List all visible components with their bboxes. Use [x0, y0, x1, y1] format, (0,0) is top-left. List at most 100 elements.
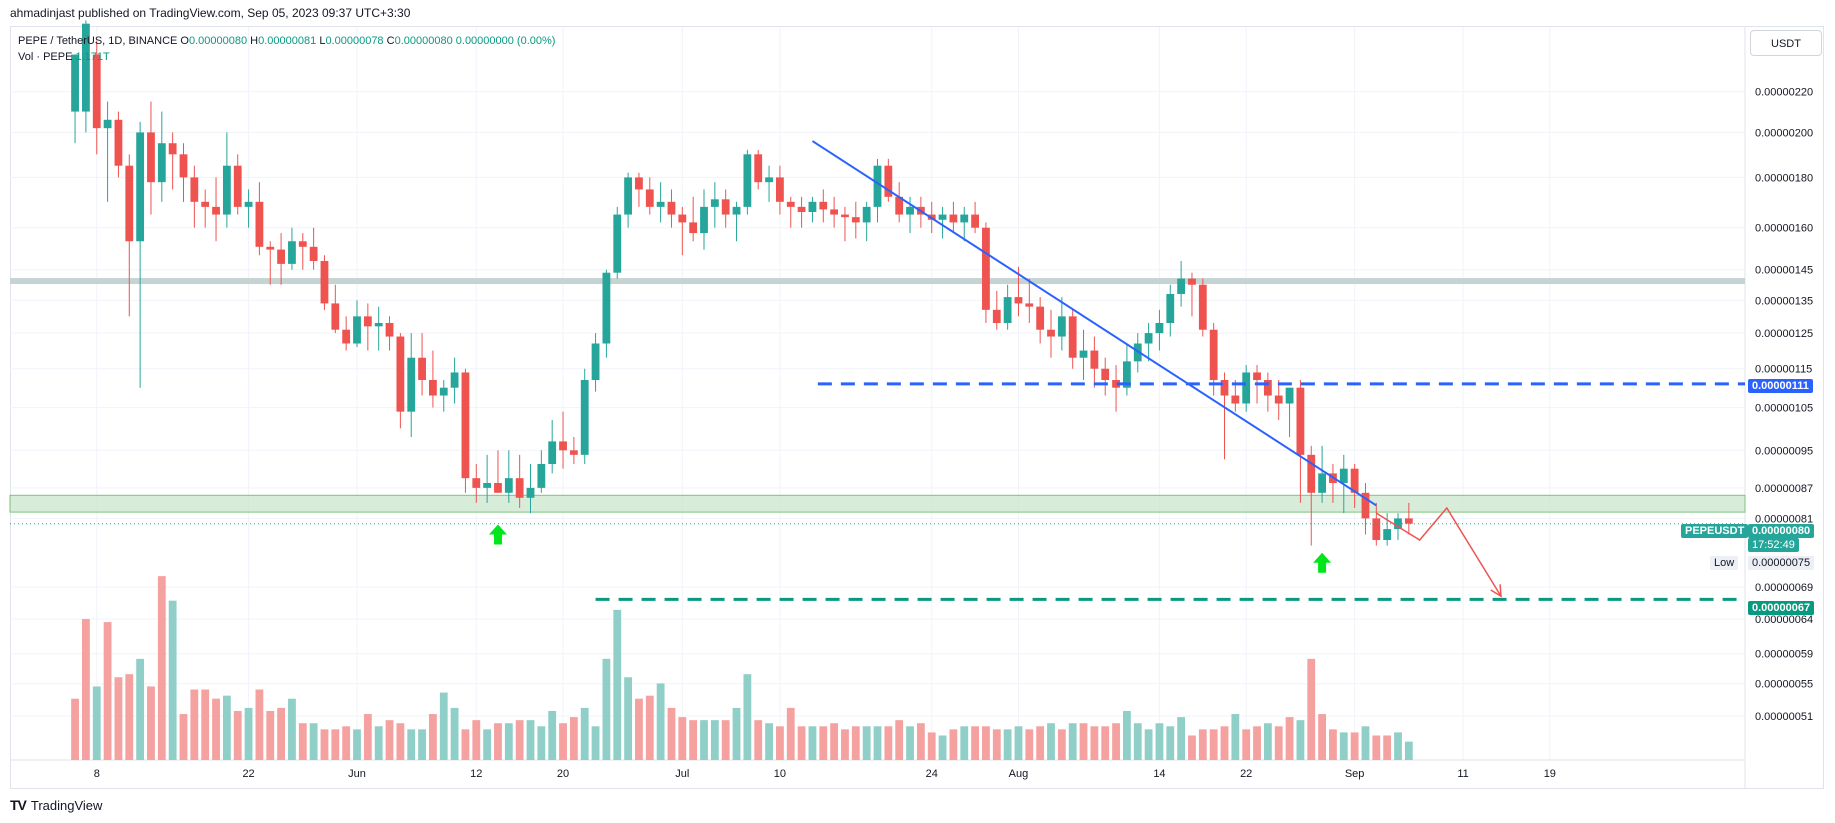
candle-body [721, 199, 730, 215]
volume-bar [504, 723, 513, 760]
candle-body [201, 201, 210, 207]
candle-body [982, 227, 990, 310]
volume-bar [179, 714, 188, 760]
volume-bar [71, 698, 79, 760]
volume-bar [1014, 726, 1023, 760]
publisher-header: ahmadinjast published on TradingView.com… [10, 6, 411, 20]
time-axis[interactable]: 8 22 Jun 12 20 Jul 10 24 Aug 14 22 Sep 11 19 [94, 768, 1556, 780]
volume-bar [298, 723, 307, 760]
countdown-badge: 17:52:49 [1748, 538, 1799, 552]
candle-body [71, 54, 79, 112]
volume-bar [1231, 714, 1240, 760]
volume-bar [526, 720, 535, 760]
volume-label: Vol · PEPE [18, 51, 73, 63]
candle-body [494, 482, 502, 493]
candle-body [526, 487, 535, 498]
up-arrow-icon [1313, 552, 1332, 573]
volume-bar [786, 707, 795, 760]
low-label: L [319, 35, 326, 47]
price-tick-label: 0.00000069 [1755, 582, 1813, 594]
time-tick-label: Jun [348, 768, 366, 780]
candle-body [1404, 518, 1413, 524]
volume-bar [700, 720, 708, 760]
volume-bar [309, 723, 318, 760]
time-tick-label: 19 [1544, 768, 1556, 780]
candle-body [1144, 333, 1153, 344]
symbol-title: PEPE / TetherUS, 1D, BINANCE [18, 35, 178, 47]
candle-body [569, 450, 578, 455]
candle-body [374, 322, 383, 327]
volume-bar [1209, 729, 1218, 760]
candle-body [580, 380, 589, 455]
volume-bar [1198, 729, 1207, 760]
time-tick-label: Sep [1345, 768, 1365, 780]
candle-body [1177, 278, 1186, 294]
volume-bar [895, 720, 904, 760]
open-label: O [180, 35, 189, 47]
candle-body [591, 343, 600, 381]
candle-body [645, 189, 654, 207]
candle-body [548, 441, 557, 465]
price-tick-label: 0.00000180 [1755, 172, 1813, 184]
price-axis[interactable]: 0.00000220 0.00000200 0.00000180 0.00000160… [1755, 87, 1813, 723]
candle-body [1361, 492, 1370, 519]
volume-bar [1068, 723, 1077, 760]
candle-body [830, 209, 839, 215]
volume-bar [92, 686, 101, 760]
currency-button[interactable]: USDT [1750, 30, 1822, 56]
price-tick-label: 0.00000145 [1755, 265, 1813, 277]
volume-bar [916, 723, 925, 760]
volume-bar [244, 707, 253, 760]
volume-legend: Vol · PEPE 1.171T [18, 51, 110, 63]
candle-body [504, 478, 513, 493]
candle-body [776, 177, 784, 202]
price-zones [9, 278, 1746, 513]
candle-body [1372, 518, 1381, 541]
candle-body [277, 249, 285, 264]
candle-body [938, 214, 947, 220]
footer[interactable]: TV TradingView [10, 797, 102, 813]
volume-value: 1.171T [75, 51, 110, 63]
candlesticks [71, 20, 1413, 546]
volume-bar [732, 707, 741, 760]
volume-bar [1285, 717, 1294, 760]
volume-bar [450, 707, 459, 760]
candle-body [190, 177, 199, 202]
change-value: 0.00000000 (0.00%) [455, 35, 556, 47]
time-tick-label: Jul [675, 768, 689, 780]
volume-bar [136, 658, 145, 760]
volume-bar [949, 729, 958, 760]
candle-body [309, 246, 318, 261]
volume-bar [190, 689, 199, 760]
high-label: H [250, 35, 259, 47]
volume-bar [461, 729, 470, 760]
volume-bar [602, 658, 611, 760]
candle-body [689, 222, 698, 234]
candle-body [1307, 454, 1316, 493]
close-label: C [386, 35, 395, 47]
projection-arrowhead [1490, 584, 1502, 598]
price-tick-label: 0.00000200 [1755, 127, 1813, 139]
volume-bar [1220, 726, 1229, 760]
drawings[interactable] [10, 140, 1745, 601]
footer-brand: TradingView [30, 797, 103, 813]
candle-body [483, 482, 492, 488]
volume-bar [168, 600, 177, 760]
candle-body [114, 119, 123, 166]
candle-body [1090, 350, 1099, 369]
candle-body [1014, 297, 1023, 304]
volume-bar [439, 692, 448, 760]
candle-body [1242, 372, 1251, 404]
candle-body [125, 165, 134, 242]
volume-bar [1079, 723, 1088, 760]
candle-body [732, 206, 741, 215]
volume-bar [82, 619, 90, 760]
candle-body [472, 478, 481, 488]
candle-body [298, 241, 307, 247]
candle-body [212, 206, 220, 215]
candle-body [537, 464, 546, 488]
volume-bar [277, 707, 285, 760]
volume-bar [548, 710, 557, 760]
volume-bar [927, 732, 936, 760]
